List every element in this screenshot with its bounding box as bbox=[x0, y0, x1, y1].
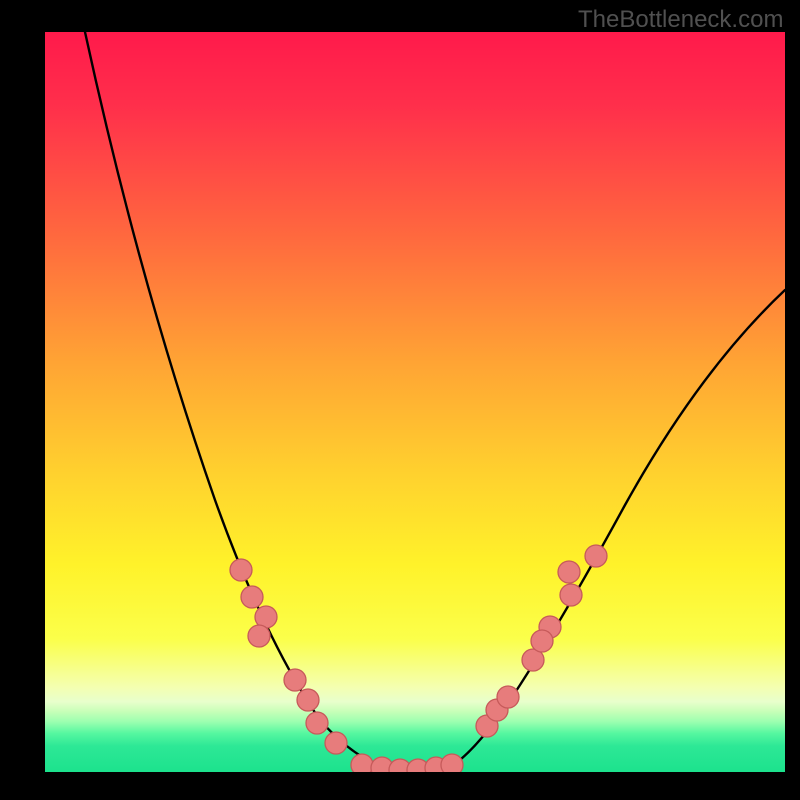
data-dot bbox=[497, 686, 519, 708]
data-dot bbox=[560, 584, 582, 606]
chart-svg bbox=[0, 0, 800, 800]
data-dot bbox=[351, 754, 373, 776]
data-dot bbox=[585, 545, 607, 567]
data-dot bbox=[441, 754, 463, 776]
gradient-background bbox=[45, 32, 785, 772]
data-dot bbox=[230, 559, 252, 581]
data-dot bbox=[531, 630, 553, 652]
chart-stage: TheBottleneck.com bbox=[0, 0, 800, 800]
plot-area bbox=[45, 32, 785, 772]
data-dot bbox=[306, 712, 328, 734]
data-dot bbox=[558, 561, 580, 583]
data-dot bbox=[297, 689, 319, 711]
data-dot bbox=[284, 669, 306, 691]
data-dot bbox=[248, 625, 270, 647]
data-dot bbox=[241, 586, 263, 608]
data-dot bbox=[325, 732, 347, 754]
watermark-text: TheBottleneck.com bbox=[578, 6, 783, 34]
